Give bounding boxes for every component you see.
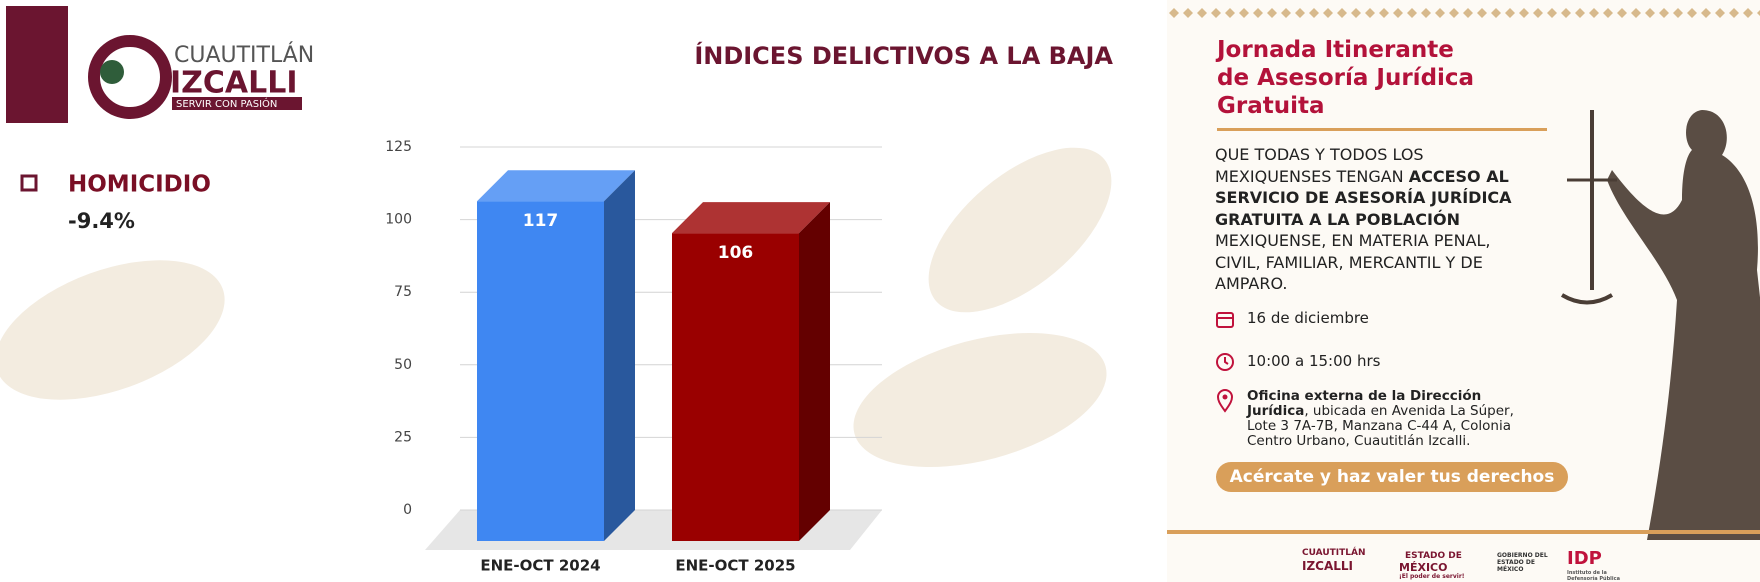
calendar-icon: [1216, 312, 1234, 328]
y-tick-label: 125: [385, 139, 412, 155]
indicator-label: HOMICIDIO: [68, 172, 211, 198]
y-tick-label: 0: [403, 502, 412, 518]
checkbox-icon: [20, 174, 38, 192]
logo-city: CUAUTITLÁN: [174, 42, 314, 68]
intro-text: MEXIQUENSE, EN MATERIA PENAL, CIVIL, FAM…: [1215, 231, 1491, 293]
time-row: 10:00 a 15:00 hrs: [1215, 352, 1380, 372]
event-time: 10:00 a 15:00 hrs: [1247, 352, 1381, 370]
poster-title: Jornada Itinerante: [1217, 37, 1454, 63]
value-label: 106: [718, 243, 754, 263]
chart-panel: CUAUTITLÁN IZCALLI SERVIR CON PASIÓN HOM…: [0, 6, 1113, 575]
x-tick-label: ENE-OCT 2024: [480, 557, 600, 575]
title-rule: [1217, 128, 1547, 131]
logo-mark: [88, 35, 172, 119]
poster-title: de Asesoría Jurídica: [1217, 65, 1475, 91]
event-date: 16 de diciembre: [1247, 309, 1369, 327]
background-doves: [0, 147, 1112, 468]
footer-logo: ¡El poder de servir!: [1399, 573, 1465, 580]
bar-top: [477, 170, 635, 202]
footer-logo: IDP: [1567, 548, 1602, 569]
cta-button: Acércate y haz valer tus derechos: [1216, 462, 1568, 492]
date-row: 16 de diciembre: [1215, 309, 1369, 329]
place-row: Oficina externa de la Dirección Jurídica…: [1215, 389, 1515, 449]
bar: [477, 201, 604, 541]
logo-leaf: [100, 60, 124, 84]
footer-logo: IZCALLI: [1302, 559, 1354, 573]
y-tick-label: 100: [385, 212, 412, 228]
poster-title: Gratuita: [1217, 93, 1325, 119]
y-tick-label: 75: [394, 284, 412, 300]
y-tick-label: 50: [394, 357, 412, 373]
x-tick-label: ENE-OCT 2025: [675, 557, 795, 575]
footer-logo: ESTADO DE: [1405, 551, 1462, 561]
pin-icon: [1216, 389, 1234, 413]
justice-statue: [1560, 110, 1760, 540]
indicator-change: -9.4%: [68, 209, 135, 233]
clock-icon: [1216, 353, 1234, 371]
poster-intro: QUE TODAS Y TODOS LOS MEXIQUENSES TENGAN…: [1215, 144, 1535, 295]
intro-text: QUE TODAS Y TODOS LOS MEXIQUENSES TENGAN: [1215, 145, 1424, 186]
bar-side: [799, 202, 830, 541]
logo-motto: SERVIR CON PASIÓN: [176, 97, 277, 110]
brand-bar: [6, 6, 68, 123]
footer-logo: Instituto de la Defensoría Pública: [1567, 570, 1620, 582]
event-address: , ubicada en Avenida La Súper, Lote 3 7A…: [1247, 403, 1514, 449]
logo-name: IZCALLI: [170, 66, 298, 101]
footer-logo: GOBIERNO DEL ESTADO DE MÉXICO: [1497, 552, 1548, 573]
event-place: Oficina externa de la Dirección Jurídica: [1247, 388, 1482, 419]
poster: Jornada Itinerante de Asesoría Jurídica …: [1167, 0, 1760, 582]
bar-top: [672, 202, 830, 234]
motto-band: [172, 97, 302, 110]
chart-title: ÍNDICES DELICTIVOS A LA BAJA: [694, 41, 1113, 70]
y-tick-label: 25: [394, 429, 412, 445]
bar-side: [604, 170, 635, 541]
bar: [672, 233, 799, 541]
intro-emphasis: ACCESO AL SERVICIO DE ASESORÍA JURÍDICA …: [1215, 166, 1512, 229]
footer-logo: MÉXICO: [1399, 561, 1448, 574]
footer-logo: CUAUTITLÁN: [1302, 548, 1366, 558]
value-label: 117: [523, 211, 559, 231]
footer-rule: [1167, 530, 1760, 534]
top-border: [1167, 6, 1760, 20]
